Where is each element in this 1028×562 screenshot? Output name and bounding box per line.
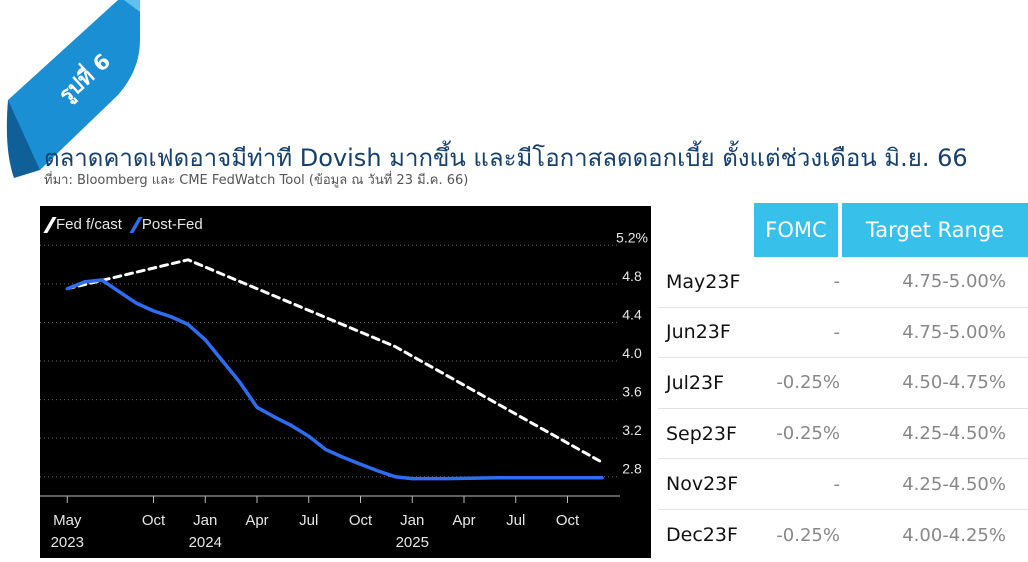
legend-item-fed-forecast: Fed f/cast (43, 216, 122, 233)
header-fomc: FOMC (754, 203, 838, 257)
target-range-cell: 4.75-5.00% (902, 271, 1006, 293)
header-target-range: Target Range (842, 203, 1028, 257)
table-body: May23F - 4.75-5.00% Jun23F - 4.75-5.00% Jul23F… (658, 257, 1028, 561)
y-tick-label: 4.0 (622, 345, 642, 361)
chart-canvas: 2.8 3.2 3.6 4.0 4.4 4.8 5.2% May 2023 Oct Jan 2024… (40, 229, 648, 551)
target-range-cell: 4.50-4.75% (902, 372, 1006, 394)
table-row: Nov23F - 4.25-4.50% (658, 459, 1028, 510)
x-tick-label: Jul (299, 512, 318, 529)
legend-item-post-fed: Post-Fed (129, 216, 203, 233)
source-note: ที่มา: Bloomberg และ CME FedWatch Tool (… (44, 173, 469, 188)
month-cell: Sep23F (666, 422, 737, 445)
target-range-cell: 4.75-5.00% (902, 321, 1006, 343)
table-row: Sep23F -0.25% 4.25-4.50% (658, 409, 1028, 460)
table-row: Dec23F -0.25% 4.00-4.25% (658, 510, 1028, 561)
x-tick-label: Oct (556, 512, 580, 529)
month-cell: Nov23F (666, 473, 739, 496)
fomc-cell: - (833, 271, 841, 293)
x-tick-label: Jul (506, 512, 525, 529)
target-range-cell: 4.00-4.25% (902, 524, 1006, 546)
x-tick-label: Apr (245, 512, 268, 529)
x-axis-ticks: May 2023 Oct Jan 2024 Apr Jul Oct Jan 2025 Apr Jul O… (51, 496, 580, 551)
fomc-cell: -0.25% (776, 372, 840, 394)
month-cell: Dec23F (666, 524, 738, 547)
month-cell: May23F (666, 270, 741, 293)
chart-legend: Fed f/cast Post-Fed (43, 216, 203, 233)
fed-forecast-line (65, 258, 604, 464)
y-tick-label: 3.2 (622, 422, 642, 438)
fomc-cell: -0.25% (776, 423, 840, 445)
grid-lines (40, 244, 620, 497)
table-row: May23F - 4.75-5.00% (658, 257, 1028, 308)
legend-label: Fed f/cast (56, 216, 122, 233)
y-tick-label: 4.4 (622, 306, 642, 322)
y-tick-label: 4.8 (622, 268, 642, 284)
x-tick-label: May (53, 512, 82, 529)
x-tick-year-label: 2023 (51, 534, 84, 551)
y-axis-ticks: 2.8 3.2 3.6 4.0 4.4 4.8 5.2% (616, 229, 648, 476)
legend-label: Post-Fed (141, 216, 203, 233)
series-lines (65, 258, 604, 481)
month-cell: Jun23F (666, 321, 731, 344)
x-tick-year-label: 2025 (396, 534, 429, 551)
target-range-cell: 4.25-4.50% (902, 473, 1006, 495)
x-tick-year-label: 2024 (189, 534, 222, 551)
x-tick-label: Oct (349, 512, 373, 529)
fomc-rate-table: FOMC Target Range May23F -4.75-5.00% Jun23… (658, 203, 1028, 561)
table-header: FOMC Target Range (658, 203, 1028, 257)
x-tick-label: Apr (452, 512, 475, 529)
y-tick-label: 3.6 (622, 384, 642, 400)
legend-swatch-icon (129, 216, 143, 233)
table-row: Jun23F - 4.75-5.00% (658, 308, 1028, 359)
x-tick-label: Oct (142, 512, 166, 529)
fomc-cell: -0.25% (776, 524, 840, 546)
table-row: Jul23F -0.25% 4.50-4.75% (658, 358, 1028, 409)
rate-forecast-chart: 2.8 3.2 3.6 4.0 4.4 4.8 5.2% May 2023 Oct Jan 2024… (40, 206, 651, 558)
y-tick-label: 2.8 (622, 461, 642, 477)
x-tick-label: Jan (193, 512, 217, 529)
month-cell: Jul23F (666, 371, 725, 394)
page-title: ตลาดคาดเฟดอาจมีท่าที Dovish มากขึ้น และม… (44, 144, 968, 172)
ribbon-shape (6, 0, 140, 178)
target-range-cell: 4.25-4.50% (902, 423, 1006, 445)
figure-badge: รูปที่ 6 (0, 0, 150, 180)
post-fed-line (65, 278, 604, 481)
fomc-cell: - (833, 321, 841, 343)
fomc-cell: - (833, 473, 841, 495)
x-tick-label: Jan (400, 512, 424, 529)
y-tick-label: 5.2% (616, 229, 648, 245)
